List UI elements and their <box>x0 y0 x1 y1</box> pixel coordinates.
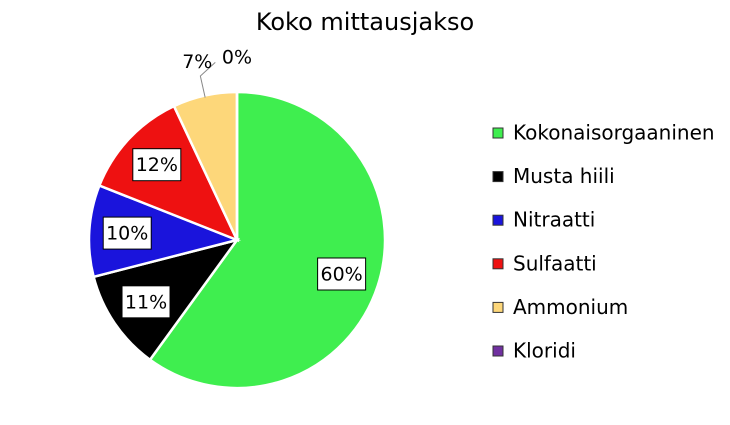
pie-slice <box>148 90 387 390</box>
pie-slice <box>87 183 242 279</box>
legend-label: Musta hiili <box>513 164 615 188</box>
chart-title: Koko mittausjakso <box>256 8 474 36</box>
legend-label: Kokonaisorgaaninen <box>513 121 715 145</box>
legend-marker <box>492 214 504 226</box>
data-label-box <box>121 285 171 319</box>
data-label: 11% <box>125 291 167 313</box>
data-label: 0% <box>222 47 252 69</box>
legend-marker <box>492 301 504 313</box>
data-label: 60% <box>320 263 362 285</box>
legend-marker <box>492 127 504 139</box>
legend-marker <box>492 258 504 270</box>
data-label-box <box>132 148 182 182</box>
leader-line <box>199 62 216 98</box>
legend-label: Ammonium <box>513 295 628 319</box>
data-label-box <box>317 257 367 291</box>
data-label: 10% <box>106 223 148 245</box>
legend-marker <box>492 171 504 183</box>
legend-label: Kloridi <box>513 339 576 363</box>
legend-marker <box>492 345 504 357</box>
data-label: 12% <box>136 154 178 176</box>
data-label: 7% <box>182 51 212 73</box>
legend-label: Nitraatti <box>513 208 595 232</box>
legend-label: Sulfaatti <box>513 251 597 275</box>
data-label-box <box>102 216 152 250</box>
